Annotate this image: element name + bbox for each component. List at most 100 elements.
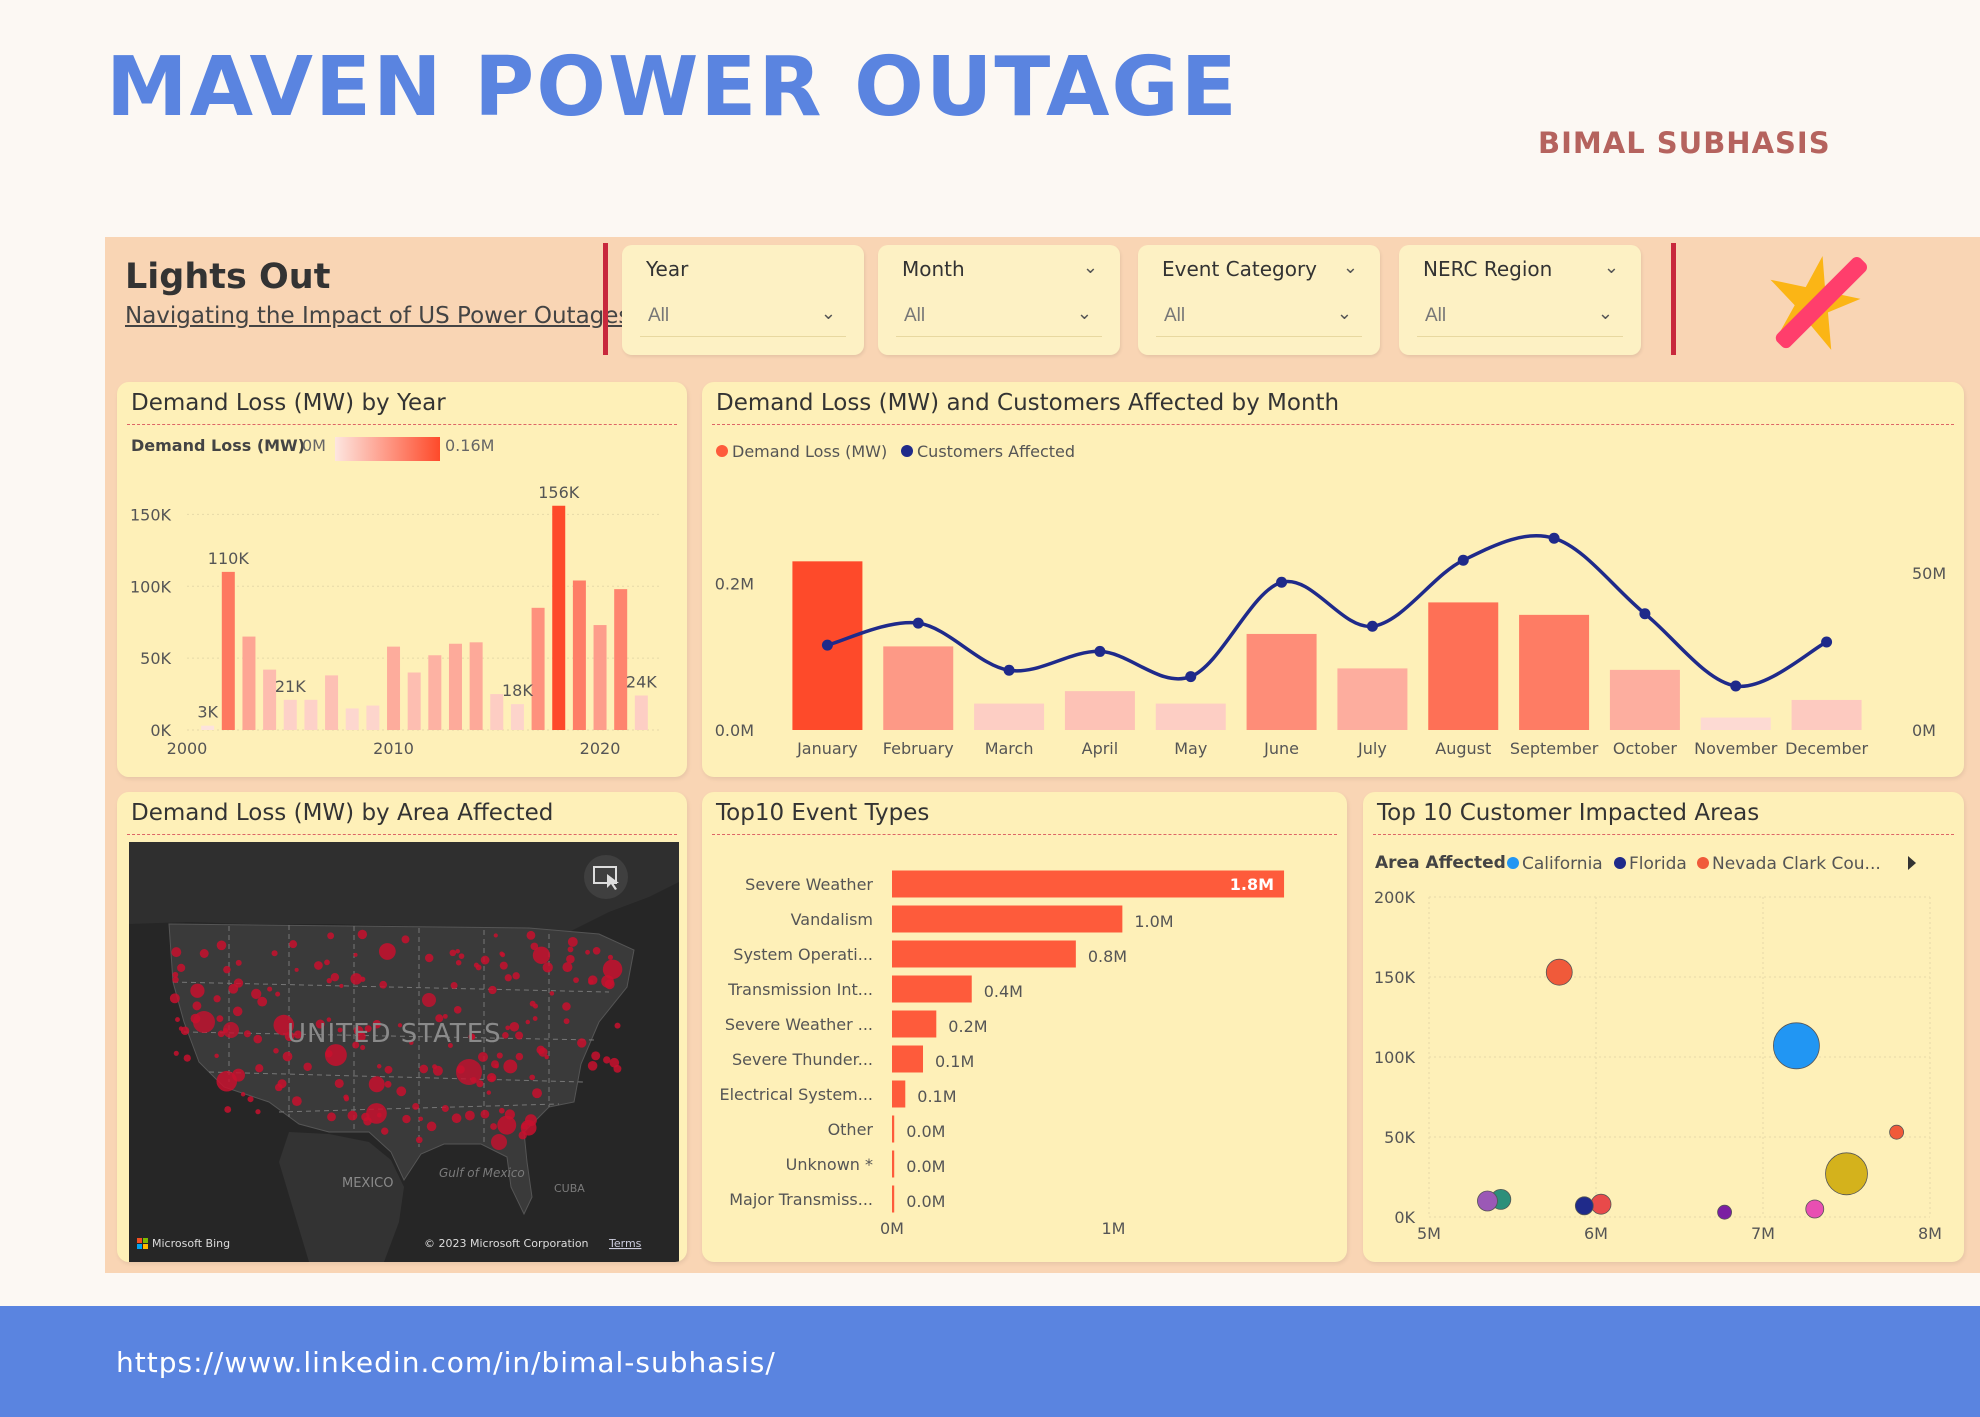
event-bar[interactable] xyxy=(892,1080,906,1108)
customers-point[interactable] xyxy=(821,639,833,651)
outage-point[interactable] xyxy=(505,1025,511,1031)
outage-point[interactable] xyxy=(293,1030,303,1039)
outage-point[interactable] xyxy=(453,1006,462,1014)
year-bar[interactable] xyxy=(263,669,277,730)
outage-point[interactable] xyxy=(192,1001,202,1011)
outage-point[interactable] xyxy=(573,977,579,983)
year-bar[interactable] xyxy=(614,589,628,730)
outage-point[interactable] xyxy=(566,954,575,964)
outage-point[interactable] xyxy=(243,1030,251,1038)
area-point[interactable] xyxy=(1825,1152,1868,1196)
outage-point[interactable] xyxy=(562,1002,571,1011)
outage-point[interactable] xyxy=(251,988,262,999)
year-bar[interactable] xyxy=(552,505,566,730)
outage-point[interactable] xyxy=(353,1025,364,1036)
outage-point[interactable] xyxy=(450,981,458,989)
map-select-icon[interactable] xyxy=(584,855,628,899)
outage-point[interactable] xyxy=(357,929,368,940)
outage-point[interactable] xyxy=(456,1059,482,1085)
outage-point[interactable] xyxy=(376,1064,382,1069)
year-bar[interactable] xyxy=(510,704,524,730)
outage-point[interactable] xyxy=(441,1104,449,1112)
outage-point[interactable] xyxy=(614,1022,621,1029)
outage-point[interactable] xyxy=(488,985,497,995)
outage-point[interactable] xyxy=(315,1019,325,1029)
outage-point[interactable] xyxy=(213,995,221,1003)
outage-point[interactable] xyxy=(502,1032,509,1039)
outage-point[interactable] xyxy=(275,991,281,997)
outage-point[interactable] xyxy=(509,1022,520,1032)
outage-point[interactable] xyxy=(577,1038,587,1048)
legend-next-arrow-icon[interactable] xyxy=(1908,856,1916,870)
outage-point[interactable] xyxy=(223,965,231,974)
outage-point[interactable] xyxy=(532,1088,543,1099)
outage-point[interactable] xyxy=(525,1019,531,1025)
outage-point[interactable] xyxy=(364,1025,372,1033)
event-bar[interactable] xyxy=(892,1185,895,1213)
year-bar[interactable] xyxy=(448,643,462,730)
slicer-event-category[interactable]: Event Category ⌄ All ⌄ xyxy=(1138,245,1380,355)
slicer-month[interactable]: Month ⌄ All ⌄ xyxy=(878,245,1120,355)
outage-point[interactable] xyxy=(352,1041,360,1049)
outage-point[interactable] xyxy=(378,943,396,960)
outage-point[interactable] xyxy=(291,1096,302,1107)
month-bar[interactable] xyxy=(1428,602,1499,730)
us-outage-map[interactable]: UNITED STATES MEXICO Gulf of Mexico CUBA… xyxy=(129,842,679,1262)
outage-point[interactable] xyxy=(216,940,227,951)
outage-point[interactable] xyxy=(493,933,498,938)
outage-point[interactable] xyxy=(277,1079,287,1089)
outage-point[interactable] xyxy=(224,1106,232,1113)
month-bar[interactable] xyxy=(1609,669,1680,730)
outage-point[interactable] xyxy=(289,940,298,949)
outage-point[interactable] xyxy=(432,1064,438,1070)
outage-point[interactable] xyxy=(415,1136,423,1144)
outage-point[interactable] xyxy=(591,1051,601,1061)
outage-point[interactable] xyxy=(418,1116,424,1122)
outage-point[interactable] xyxy=(294,967,299,972)
outage-point[interactable] xyxy=(455,948,460,954)
outage-point[interactable] xyxy=(233,978,244,988)
outage-point[interactable] xyxy=(172,971,179,978)
outage-point[interactable] xyxy=(451,1113,462,1124)
outage-point[interactable] xyxy=(253,1034,263,1044)
month-bar[interactable] xyxy=(974,703,1045,730)
outage-point[interactable] xyxy=(235,959,242,966)
outage-point[interactable] xyxy=(273,1014,295,1036)
outage-point[interactable] xyxy=(273,1048,279,1054)
outage-point[interactable] xyxy=(255,1064,264,1073)
outage-point[interactable] xyxy=(563,1018,570,1025)
month-bar[interactable] xyxy=(1155,703,1226,730)
customers-point[interactable] xyxy=(1185,671,1197,683)
year-bar[interactable] xyxy=(634,695,648,731)
outage-point[interactable] xyxy=(544,1054,549,1060)
slicer-year-dropdown[interactable]: All ⌄ xyxy=(640,293,846,337)
outage-point[interactable] xyxy=(172,976,179,983)
outage-point[interactable] xyxy=(499,961,508,970)
year-bar[interactable] xyxy=(593,625,607,730)
outage-point[interactable] xyxy=(339,983,344,988)
outage-point[interactable] xyxy=(327,1112,336,1122)
outage-point[interactable] xyxy=(199,949,209,958)
outage-point[interactable] xyxy=(384,1080,392,1088)
outage-point[interactable] xyxy=(532,946,551,964)
outage-point[interactable] xyxy=(193,1011,215,1033)
outage-point[interactable] xyxy=(518,1131,527,1140)
chevron-down-icon[interactable]: ⌄ xyxy=(1342,257,1358,277)
outage-point[interactable] xyxy=(396,1086,407,1097)
outage-point[interactable] xyxy=(169,993,180,1004)
outage-point[interactable] xyxy=(216,1015,224,1023)
slicer-month-dropdown[interactable]: All ⌄ xyxy=(896,293,1102,337)
outage-point[interactable] xyxy=(347,1110,358,1121)
outage-point[interactable] xyxy=(401,935,410,944)
month-bar[interactable] xyxy=(1700,717,1771,730)
outage-point[interactable] xyxy=(217,1030,225,1038)
year-bar[interactable] xyxy=(407,672,421,731)
outage-point[interactable] xyxy=(486,1090,492,1095)
outage-point[interactable] xyxy=(284,1031,295,1042)
outage-point[interactable] xyxy=(379,980,388,989)
outage-point[interactable] xyxy=(497,1115,517,1135)
chevron-down-icon[interactable]: ⌄ xyxy=(1603,257,1619,277)
outage-point[interactable] xyxy=(449,949,457,957)
month-bar[interactable] xyxy=(1337,668,1408,730)
area-point[interactable] xyxy=(1574,1196,1594,1216)
